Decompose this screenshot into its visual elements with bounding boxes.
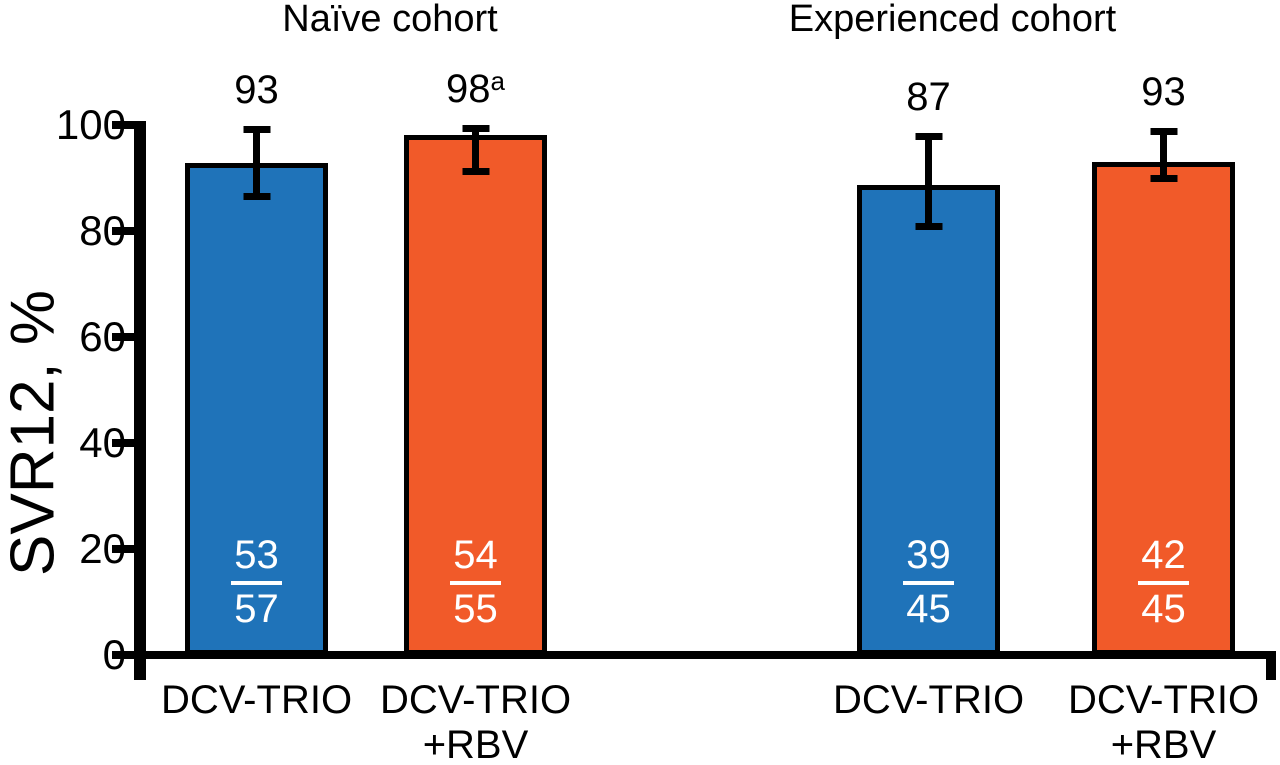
y-tick-label-100: 100 (55, 101, 126, 148)
fraction-numerator: 54 (450, 534, 501, 585)
bar-rect: 39 45 (857, 184, 1000, 655)
bar-value-label: 87 (906, 75, 951, 123)
y-tick-label-60: 60 (79, 313, 126, 360)
y-tick-label-80: 80 (79, 207, 126, 254)
y-axis-tick-100 (112, 121, 146, 129)
bar-experienced-dcv-trio-rbv: 93 42 45 DCV-TRIO +RBV (1068, 0, 1259, 765)
error-bar-bottom-cap (1150, 175, 1177, 183)
y-tick-label-20: 20 (79, 525, 126, 572)
x-axis-label: DCV-TRIO +RBV (326, 678, 626, 765)
bar-naive-dcv-trio: 93 53 57 DCV-TRIO (161, 0, 352, 765)
bar-fraction: 54 55 (409, 534, 542, 630)
error-bar (462, 125, 489, 175)
bar-rect: 53 57 (185, 163, 328, 655)
x-axis-label: DCV-TRIO (107, 678, 407, 723)
bar-fraction: 39 45 (862, 534, 995, 630)
bar-rect: 54 55 (404, 135, 547, 655)
x-axis-label-line2: +RBV (1110, 723, 1217, 765)
bar-rect: 42 45 (1092, 162, 1235, 655)
error-bar-line (472, 125, 479, 175)
bar-value-superscript: a (490, 66, 505, 96)
fraction-numerator: 39 (903, 534, 954, 585)
error-bar-top-cap (1150, 128, 1177, 136)
y-axis-line (134, 121, 146, 680)
error-bar (1150, 128, 1177, 183)
bar-fraction: 53 57 (190, 534, 323, 630)
y-tick-label-40: 40 (79, 419, 126, 466)
x-axis-label: DCV-TRIO (779, 678, 1079, 723)
x-axis-label-line1: DCV-TRIO (379, 678, 572, 722)
x-axis-line (112, 651, 1276, 659)
error-bar (243, 126, 270, 201)
fraction-denominator: 45 (1141, 586, 1186, 631)
x-axis-end-tick (1266, 651, 1276, 680)
error-bar-line (925, 132, 932, 230)
y-axis-tick-20 (112, 545, 136, 553)
y-axis-tick-60 (112, 333, 136, 341)
error-bar-line (1160, 128, 1167, 183)
bar-value-label: 98a (446, 66, 505, 115)
error-bar-top-cap (915, 132, 942, 140)
group-title-naive-cohort: Naïve cohort (282, 0, 498, 40)
error-bar (915, 132, 942, 230)
error-bar-bottom-cap (462, 167, 489, 175)
bar-naive-dcv-trio-rbv: 98a 54 55 DCV-TRIO +RBV (380, 0, 571, 765)
group-title-experienced-cohort: Experienced cohort (788, 0, 1117, 40)
fraction-denominator: 45 (906, 586, 951, 631)
bar-experienced-dcv-trio: 87 39 45 DCV-TRIO (833, 0, 1024, 765)
bar-value: 87 (906, 74, 951, 119)
x-axis-label: DCV-TRIO +RBV (1014, 678, 1280, 765)
fraction-numerator: 42 (1138, 534, 1189, 585)
x-axis-label-line1: DCV-TRIO (832, 678, 1025, 722)
fraction-numerator: 53 (231, 534, 282, 585)
bar-value-label: 93 (234, 68, 279, 116)
fraction-denominator: 57 (234, 586, 279, 631)
bar-value: 93 (234, 68, 279, 113)
y-tick-label-0: 0 (18, 634, 126, 676)
bar-value-label: 93 (1141, 70, 1186, 118)
fraction-denominator: 55 (453, 586, 498, 631)
x-axis-label-line1: DCV-TRIO (1067, 678, 1260, 722)
error-bar-line (253, 126, 260, 201)
bar-value: 93 (1141, 70, 1186, 115)
x-axis-label-line1: DCV-TRIO (160, 678, 353, 722)
error-bar-bottom-cap (915, 222, 942, 230)
bar-value: 98 (446, 67, 491, 111)
error-bar-bottom-cap (243, 193, 270, 201)
y-axis-tick-80 (112, 227, 136, 235)
y-axis-tick-40 (112, 439, 136, 447)
x-axis-label-line2: +RBV (422, 723, 529, 765)
error-bar-top-cap (243, 126, 270, 134)
error-bar-top-cap (462, 125, 489, 132)
bar-fraction: 42 45 (1097, 534, 1230, 630)
